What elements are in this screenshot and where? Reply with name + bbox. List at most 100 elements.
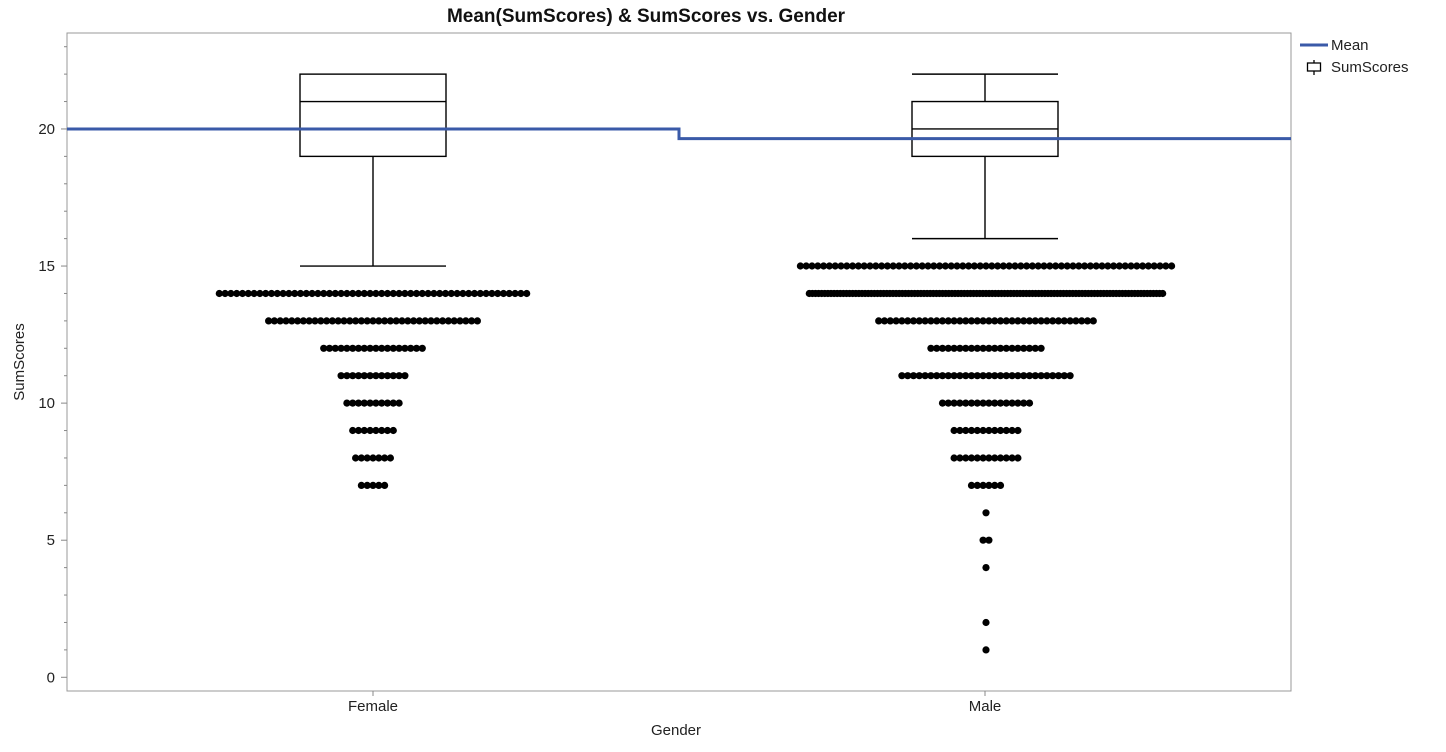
outlier-point-male (880, 317, 889, 325)
outlier-point-male (973, 399, 981, 407)
outlier-point-female (450, 317, 458, 325)
outlier-point-male (996, 399, 1005, 407)
outlier-point-male (999, 262, 1008, 270)
outlier-point-male (1049, 317, 1057, 325)
outlier-point-male (956, 399, 964, 407)
outlier-point-female (395, 289, 403, 298)
outlier-point-male (956, 426, 964, 435)
outlier-point-male (950, 426, 958, 435)
outlier-point-male (967, 399, 976, 407)
outlier-point-female (320, 289, 328, 298)
outlier-point-male (950, 344, 958, 352)
outlier-point-female (378, 344, 386, 352)
outlier-point-female (360, 426, 368, 435)
outlier-point-male (938, 372, 947, 380)
outlier-point-female (381, 454, 389, 462)
outlier-point-male (1104, 262, 1112, 270)
outlier-point-male (1020, 344, 1028, 352)
outlier-point-female (265, 317, 273, 325)
outlier-point-male (967, 454, 976, 462)
outlier-point-female (360, 372, 368, 380)
outlier-point-male (991, 399, 999, 407)
outlier-point-female (453, 289, 461, 298)
outlier-point-male (1066, 372, 1074, 380)
outlier-point-female (317, 317, 325, 325)
outlier-point-female (418, 344, 426, 352)
outlier-point-female (354, 399, 363, 407)
outlier-point-female (511, 289, 519, 298)
outlier-point-male (996, 344, 1005, 352)
outlier-point-male (933, 344, 941, 352)
outlier-point-female (447, 289, 455, 298)
outlier-point-male (985, 426, 993, 435)
outlier-point-male (924, 262, 932, 270)
outlier-point-female (375, 481, 383, 489)
outlier-point-male (944, 317, 952, 325)
outlier-point-male (938, 344, 947, 352)
outlier-point-male (1144, 262, 1152, 270)
outlier-point-male (973, 481, 981, 489)
outlier-point-male (918, 262, 926, 270)
outlier-point-female (381, 317, 389, 325)
outlier-point-female (256, 289, 264, 298)
outlier-point-female (436, 289, 444, 298)
outlier-point-male (933, 317, 941, 325)
outlier-point-male (982, 262, 990, 270)
outlier-point-male (921, 372, 929, 380)
outlier-point-male (985, 344, 993, 352)
outlier-point-female (488, 289, 496, 298)
outlier-point-male (936, 262, 944, 270)
outlier-point-female (354, 426, 363, 435)
outlier-point-male (901, 262, 909, 270)
outlier-point-female (421, 317, 429, 325)
mean-line (67, 127, 1291, 141)
outlier-point-male (883, 262, 892, 270)
outlier-point-female (302, 289, 310, 298)
x-axis-label: Gender (651, 722, 701, 739)
outlier-point-male (1014, 372, 1022, 380)
outlier-point-male (941, 262, 950, 270)
outlier-point-female (381, 481, 389, 489)
outlier-point-male (1043, 372, 1051, 380)
outlier-point-male (1031, 344, 1039, 352)
outlier-point-female (470, 289, 479, 298)
outlier-point-female (354, 372, 363, 380)
outlier-point-male (1025, 317, 1034, 325)
outlier-point-female (366, 372, 374, 380)
outlier-point-female (244, 289, 252, 298)
outlier-point-female (285, 289, 293, 298)
outlier-point-male (1014, 399, 1022, 407)
outlier-point-male (962, 426, 970, 435)
outlier-point-male (979, 399, 987, 407)
outlier-point-female (366, 289, 374, 298)
outlier-point-male (1159, 289, 1167, 298)
outlier-point-female (354, 289, 363, 298)
outlier-point-female (343, 344, 351, 352)
outlier-point-male (825, 262, 834, 270)
outlier-point-male (854, 262, 863, 270)
outlier-point-female (308, 289, 316, 298)
outlier-point-female (288, 317, 296, 325)
outlier-point-female (294, 317, 302, 325)
outlier-point-male (1162, 262, 1170, 270)
outlier-point-male (1008, 399, 1016, 407)
outlier-point-male (808, 262, 816, 270)
outlier-point-female (386, 454, 394, 462)
outlier-point-male (985, 536, 993, 544)
outlier-point-male (1078, 317, 1086, 325)
outlier-point-female (343, 372, 351, 380)
outlier-point-female (401, 372, 409, 380)
outlier-point-male (1075, 262, 1083, 270)
outlier-point-male (1028, 262, 1036, 270)
outlier-point-female (369, 317, 377, 325)
outlier-point-female (363, 454, 371, 462)
outlier-point-male (1054, 317, 1063, 325)
outlier-point-female (494, 289, 502, 298)
outlier-point-male (1014, 344, 1022, 352)
outlier-point-female (238, 289, 247, 298)
outlier-point-female (383, 426, 392, 435)
female-box (299, 73, 447, 158)
outlier-point-female (407, 289, 415, 298)
outlier-point-female (462, 317, 470, 325)
outlier-point-male (1089, 317, 1097, 325)
